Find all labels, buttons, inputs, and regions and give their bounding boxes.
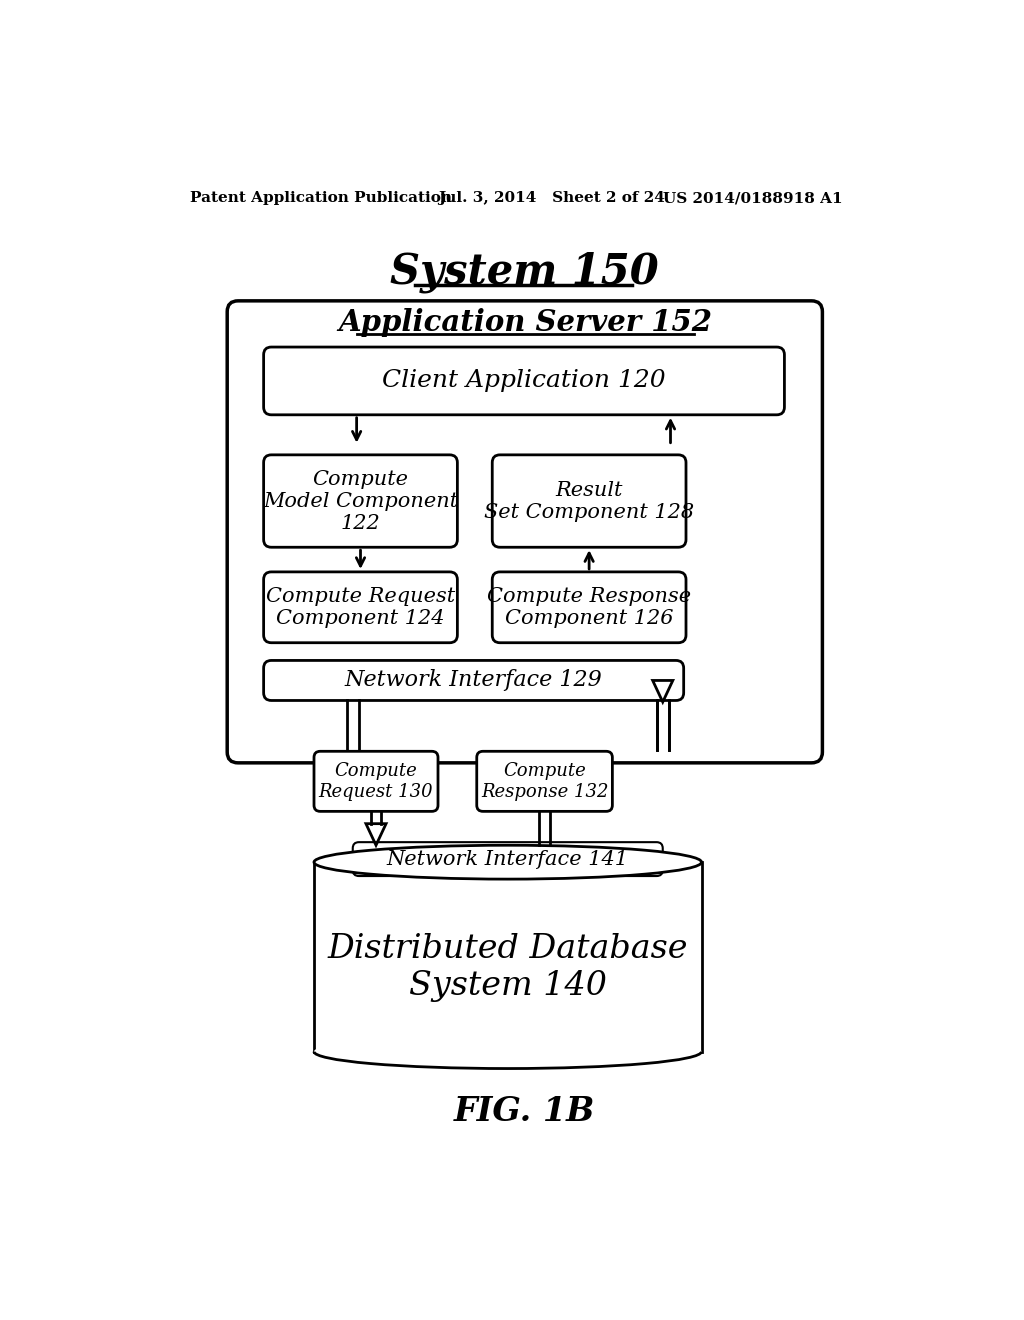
Text: Compute Request
Component 124: Compute Request Component 124: [266, 587, 455, 628]
FancyBboxPatch shape: [314, 751, 438, 812]
Text: FIG. 1B: FIG. 1B: [454, 1096, 596, 1129]
FancyBboxPatch shape: [493, 572, 686, 643]
FancyBboxPatch shape: [477, 751, 612, 812]
Text: Jul. 3, 2014   Sheet 2 of 24: Jul. 3, 2014 Sheet 2 of 24: [438, 191, 665, 206]
Text: Network Interface 129: Network Interface 129: [345, 669, 602, 692]
Text: Compute Response
Component 126: Compute Response Component 126: [487, 587, 691, 628]
Text: Application Server 152: Application Server 152: [338, 308, 712, 337]
FancyBboxPatch shape: [263, 347, 784, 414]
Text: Client Application 120: Client Application 120: [382, 370, 666, 392]
FancyBboxPatch shape: [263, 455, 458, 548]
FancyBboxPatch shape: [227, 301, 822, 763]
Text: Network Interface 141: Network Interface 141: [387, 850, 629, 869]
FancyBboxPatch shape: [263, 660, 684, 701]
Text: Compute
Response 132: Compute Response 132: [481, 762, 608, 801]
FancyBboxPatch shape: [493, 455, 686, 548]
Text: Compute
Model Component
122: Compute Model Component 122: [263, 470, 458, 532]
Ellipse shape: [314, 1035, 701, 1069]
Ellipse shape: [314, 845, 701, 879]
Text: System 150: System 150: [390, 251, 659, 293]
FancyBboxPatch shape: [263, 572, 458, 643]
Bar: [314, 862, 701, 1052]
Text: Result
Set Component 128: Result Set Component 128: [484, 480, 694, 521]
Text: Compute
Request 130: Compute Request 130: [318, 762, 433, 801]
FancyBboxPatch shape: [352, 842, 663, 876]
Text: US 2014/0188918 A1: US 2014/0188918 A1: [663, 191, 843, 206]
Text: Patent Application Publication: Patent Application Publication: [190, 191, 452, 206]
Text: Distributed Database
System 140: Distributed Database System 140: [328, 933, 688, 1002]
